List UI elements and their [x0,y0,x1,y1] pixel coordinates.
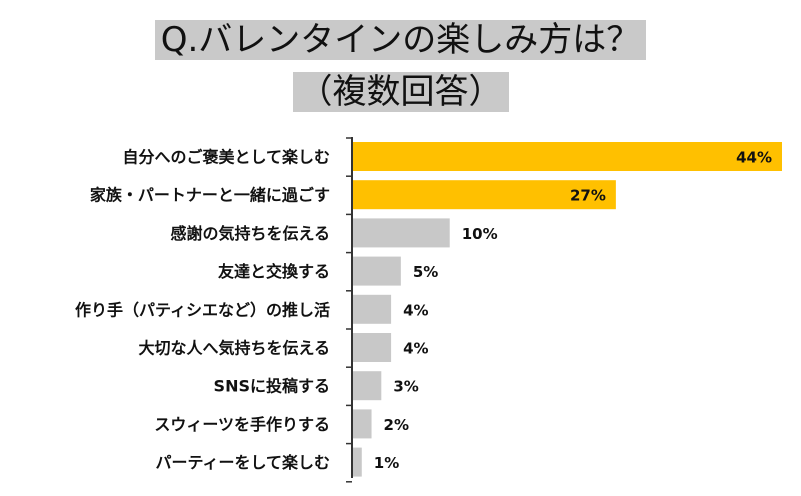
category-label-0: 自分へのご褒美として楽しむ [122,148,330,167]
bar-0 [352,142,782,171]
bar-7 [352,409,372,439]
value-label-4: 4% [403,301,428,319]
value-label-3: 5% [413,263,438,281]
chart-title-line1: Q.バレンタインの楽しみ方は？ [0,20,801,60]
category-label-5: 大切な人へ気持ちを伝える [138,339,330,358]
category-label-8: パーティーをして楽しむ [155,453,330,472]
value-label-1: 27% [570,187,606,205]
chart-title-line2: （複数回答） [0,72,801,112]
value-label-5: 4% [403,340,428,358]
bar-1 [352,180,616,210]
value-label-8: 1% [374,454,399,472]
chart-title-text-2: （複数回答） [292,72,509,112]
value-label-2: 10% [462,225,498,243]
bar-8 [352,447,362,477]
bar-2 [352,218,450,248]
category-label-3: 友達と交換する [218,262,330,281]
value-label-6: 3% [393,378,418,396]
bar-4 [352,294,392,324]
value-label-7: 2% [384,416,409,434]
value-label-0: 44% [736,149,772,167]
chart-title-text-1: Q.バレンタインの楽しみ方は？ [154,20,647,60]
category-label-7: スウィーツを手作りする [154,415,330,434]
category-label-1: 家族・パートナーと一緒に過ごす [90,186,330,205]
bar-6 [352,371,382,401]
category-label-6: SNSに投稿する [214,377,330,396]
category-label-2: 感謝の気持ちを伝える [170,224,330,243]
bar-3 [352,256,401,286]
bar-5 [352,333,392,362]
category-label-4: 作り手（パティシエなど）の推し活 [75,300,330,319]
